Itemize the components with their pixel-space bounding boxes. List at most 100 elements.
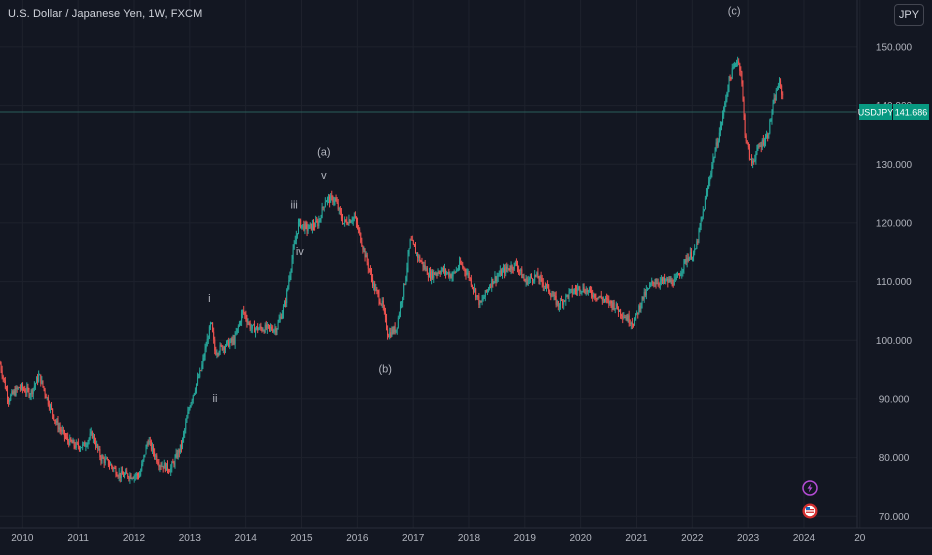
- candle-body: [506, 266, 508, 269]
- candle-body: [382, 300, 384, 308]
- candle-body: [226, 341, 228, 347]
- candle-body: [642, 296, 644, 300]
- candle-body: [261, 328, 263, 331]
- candle-body: [714, 150, 716, 158]
- candle-body: [599, 296, 601, 298]
- candle-body: [668, 279, 670, 283]
- us-flag-icon[interactable]: [802, 503, 818, 519]
- candle-body: [80, 447, 82, 450]
- candle-body: [574, 289, 576, 291]
- candle-body: [146, 443, 148, 447]
- candle-body: [303, 224, 305, 231]
- time-tick-label: 2014: [235, 533, 258, 544]
- candle-body: [39, 374, 41, 376]
- candle-body: [537, 272, 539, 279]
- candle-body: [325, 201, 327, 203]
- candle-body: [370, 271, 372, 279]
- candle-body: [664, 277, 666, 282]
- time-tick-label: 2012: [123, 533, 146, 544]
- candle-body: [145, 446, 147, 455]
- candle-body: [659, 281, 661, 285]
- candle-body: [71, 441, 73, 444]
- candle-body: [270, 327, 272, 328]
- candle-body: [475, 288, 477, 298]
- candle-body: [734, 63, 736, 65]
- candle-body: [416, 252, 418, 254]
- candle-body: [736, 62, 738, 64]
- candle-body: [0, 363, 1, 365]
- candle-body: [70, 437, 72, 442]
- candle-body: [22, 384, 24, 389]
- candle-body: [637, 312, 639, 314]
- candle-body: [289, 275, 291, 280]
- candle-body: [602, 299, 604, 301]
- candle-body: [311, 223, 313, 230]
- candle-body: [774, 98, 776, 101]
- candle-body: [634, 319, 636, 326]
- price-label-group: USDJPY 141.686: [858, 104, 929, 120]
- lightning-icon[interactable]: [802, 480, 818, 496]
- candle-body: [583, 286, 585, 292]
- candle-body: [244, 312, 246, 315]
- candle-body: [58, 427, 60, 429]
- candle-body: [557, 301, 559, 307]
- candle-body: [340, 212, 342, 219]
- candle-body: [383, 307, 385, 312]
- candle-body: [0, 363, 2, 371]
- candle-body: [37, 377, 39, 382]
- candle-body: [538, 278, 540, 281]
- candle-body: [485, 290, 487, 292]
- candle-body: [241, 313, 243, 323]
- candle-body: [8, 399, 10, 402]
- candle-body: [333, 201, 335, 203]
- time-axis[interactable]: 2010 2011 2012 2013 2014 2015 2016 2017 2018 2019…: [11, 533, 866, 544]
- candle-body: [278, 319, 280, 323]
- candle-body: [199, 370, 201, 378]
- candle-body: [452, 272, 454, 277]
- candle-body: [197, 377, 199, 384]
- candle-body: [527, 279, 529, 285]
- candle-body: [154, 452, 156, 457]
- candle-body: [159, 465, 161, 468]
- time-tick-label: 2022: [681, 533, 704, 544]
- candle-body: [748, 147, 750, 160]
- candle-body: [657, 282, 659, 284]
- candle-body: [776, 89, 778, 91]
- candle-body: [155, 455, 157, 457]
- candle-body: [669, 279, 671, 283]
- candle-body: [621, 314, 623, 317]
- time-tick-label: 2017: [402, 533, 425, 544]
- candle-body: [237, 326, 239, 329]
- candle-body: [288, 279, 290, 287]
- candle-body: [115, 468, 117, 476]
- candle-body: [62, 430, 64, 431]
- candle-body: [116, 475, 118, 477]
- candle-body: [463, 267, 465, 269]
- candle-body: [188, 409, 190, 412]
- candle-body: [514, 262, 516, 264]
- candle-body: [133, 475, 135, 479]
- candle-body: [361, 242, 363, 247]
- candle-body: [54, 419, 56, 422]
- currency-button[interactable]: JPY: [894, 4, 924, 26]
- candle-body: [163, 463, 165, 469]
- price-tick-label: 130.000: [876, 160, 913, 171]
- candle-body: [236, 328, 238, 333]
- candle-body: [127, 473, 129, 478]
- time-tick-label: 2021: [625, 533, 648, 544]
- candle-body: [399, 304, 401, 314]
- candle-body: [60, 429, 62, 432]
- candle-body: [616, 303, 618, 309]
- candle-body: [247, 322, 249, 324]
- candle-body: [617, 308, 619, 312]
- candle-body: [9, 400, 11, 402]
- candle-body: [353, 216, 355, 218]
- candle-body: [739, 63, 741, 71]
- candle-body: [194, 390, 196, 394]
- candle-body: [558, 306, 560, 308]
- candle-body: [610, 300, 612, 304]
- candle-body: [185, 422, 187, 430]
- candle-body: [636, 312, 638, 314]
- candle-body: [585, 289, 587, 294]
